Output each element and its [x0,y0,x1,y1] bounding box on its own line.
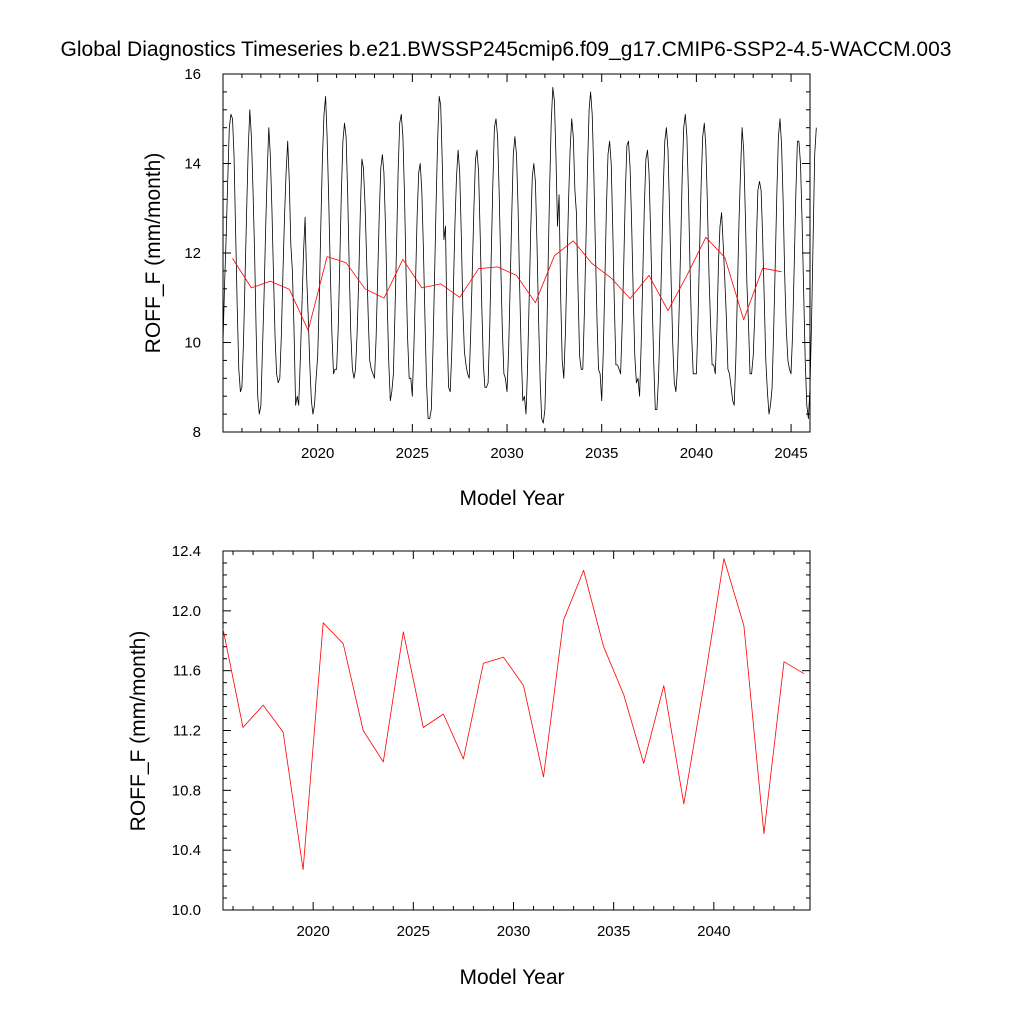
top-x-tick-label: 2045 [774,445,807,462]
top-monthly-series-line [222,87,817,424]
top-x-tick-label: 2035 [585,445,618,462]
top-y-tick-label: 12 [184,245,201,262]
top-x-tick-label: 2020 [301,445,334,462]
top-y-tick-label: 14 [184,156,201,173]
top-y-tick-label: 8 [193,424,201,441]
bottom-x-tick-label: 2030 [497,923,530,940]
bottom-x-tick-label: 2035 [597,923,630,940]
bottom-y-tick-label: 11.2 [173,723,201,740]
top-x-tick-label: 2040 [680,445,713,462]
bottom-y-tick-label: 10.8 [172,782,201,799]
bottom-y-tick-label: 10.0 [172,902,201,919]
bottom-x-tick-label: 2025 [397,923,430,940]
bottom-y-tick-label: 12.0 [172,603,201,620]
top-y-tick-label: 16 [184,66,201,83]
top-x-axis-title: Model Year [459,487,564,510]
bottom-y-tick-label: 10.4 [172,842,201,859]
bottom-x-axis-title: Model Year [459,966,564,989]
bottom-y-axis-title: ROFF_F (mm/month) [127,631,150,832]
bottom-x-tick-label: 2020 [296,923,329,940]
bottom-y-tick-label: 11.6 [173,663,201,680]
bottom-x-tick-label: 2040 [697,923,730,940]
top-plot-frame [222,73,811,433]
bottom-panel: Model Year ROFF_F (mm/month) 2020 2025 203… [127,543,811,989]
top-annual-series-line [232,236,782,331]
figure-title: Global Diagnostics Timeseries b.e21.BWSS… [61,38,952,61]
top-y-tick-label: 10 [184,335,201,352]
top-x-tick-label: 2030 [490,445,523,462]
bottom-plot-frame [222,550,811,911]
bottom-annual-series-line [222,558,805,870]
top-x-tick-label: 2025 [396,445,429,462]
bottom-y-tick-label: 12.4 [172,543,201,560]
top-panel: Model Year ROFF_F (mm/month) 2020 2025 203… [142,66,817,510]
top-y-axis-title: ROFF_F (mm/month) [142,153,165,354]
